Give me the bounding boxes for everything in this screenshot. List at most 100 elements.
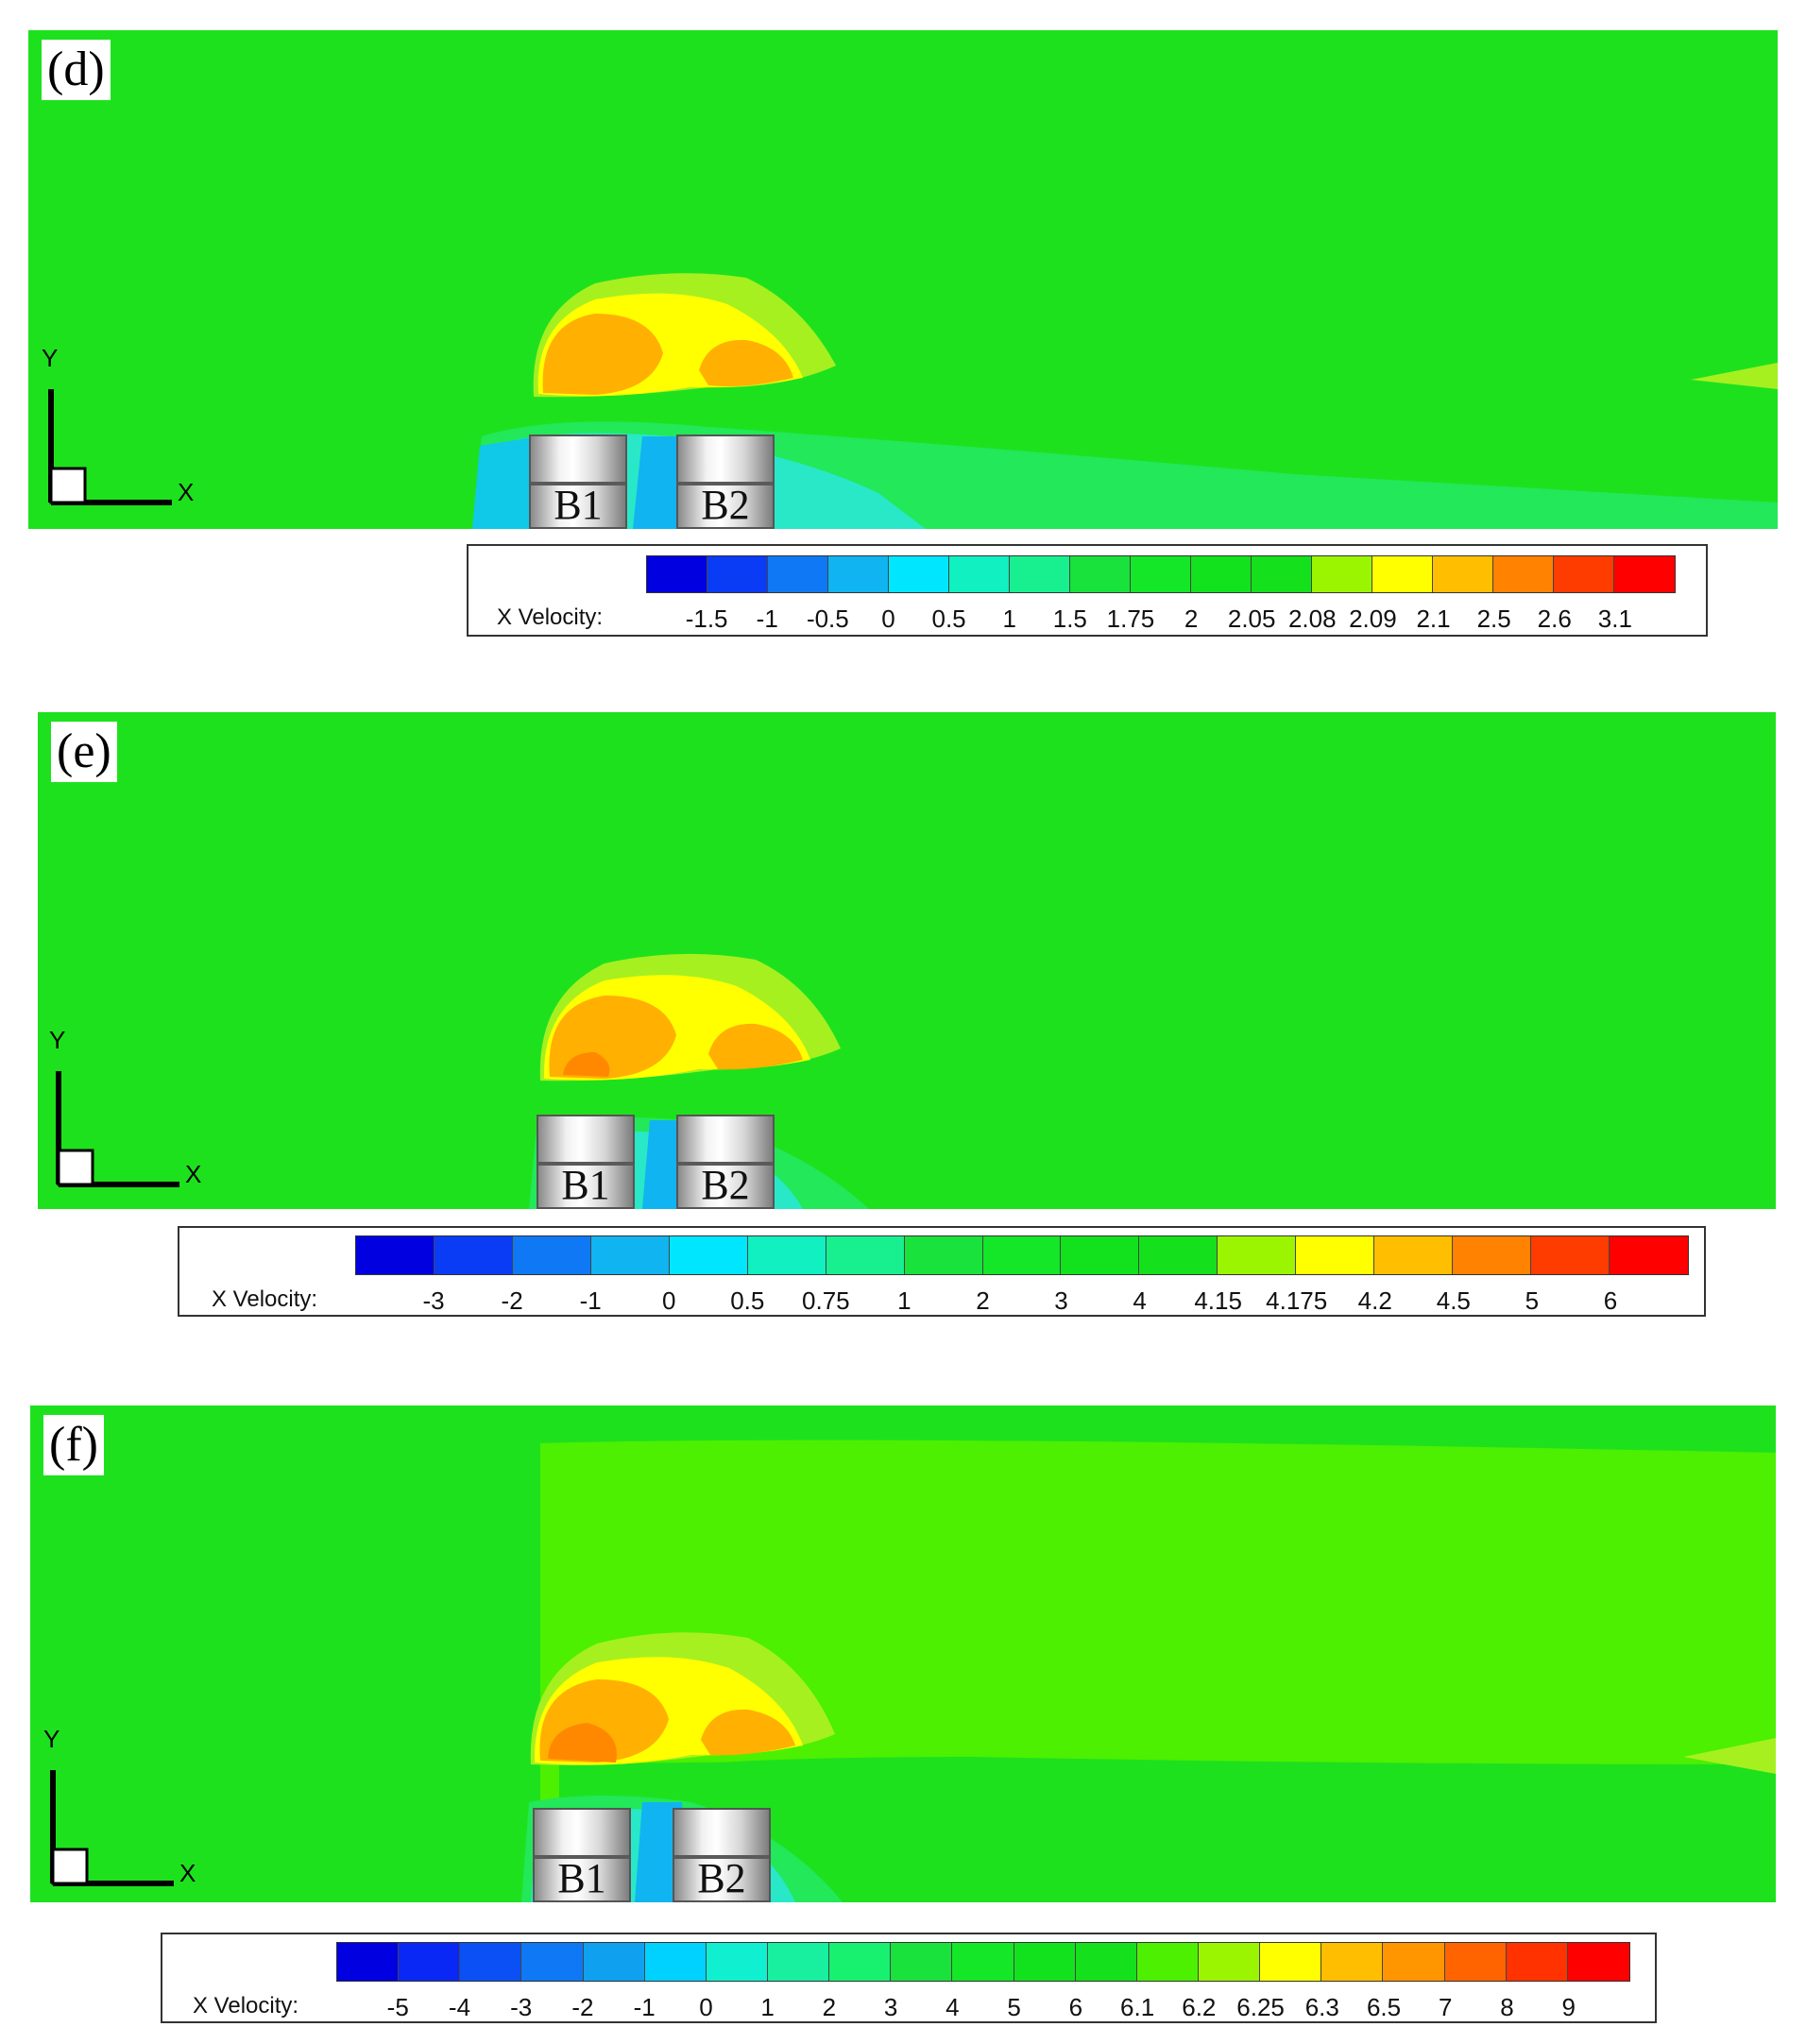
right-streak [1683,1738,1776,1774]
recirculation-core-2 [708,1023,803,1070]
legend-tick-label: 6 [1603,1286,1618,1315]
axis-label-x: X [179,1859,196,1887]
axis-label-x: X [178,478,195,506]
legend-swatch [644,1943,707,1981]
legend-tick-label: 2.5 [1476,605,1511,633]
building-label-b1: B1 [561,1162,610,1208]
lower-freestream [559,1762,1776,1902]
legend-swatch [1131,556,1191,592]
legend-tick-label: 2 [976,1286,990,1315]
legend-tick-label: 2.05 [1227,605,1276,633]
legend-swatch [829,1943,892,1981]
recirculation-core-2 [699,339,793,386]
legend-swatch [669,1236,748,1274]
legend-tick-label: 0 [662,1286,676,1315]
legend-swatch [1296,1236,1375,1274]
legend-tick-label: -2 [501,1286,523,1315]
legend-tick-label: 5 [1525,1286,1540,1315]
contour-panel-e: (e) Y X B1 B2 [38,712,1776,1209]
legend-swatch [707,556,768,592]
legend-tick-label: 6.3 [1304,1993,1339,2021]
legend-tick-label: 4.175 [1266,1286,1328,1315]
legend-swatch [1567,1943,1629,1981]
legend-tick-label: 2 [1184,605,1199,633]
legend-swatch [1014,1943,1076,1981]
legend-tick-label: 0.5 [931,605,966,633]
legend-tick-label: 6.25 [1236,1993,1285,2021]
contour-panel-d: (d) Y X B1 B2 [28,30,1778,529]
legend-tick-label: -1 [579,1286,602,1315]
legend-swatch [356,1236,434,1274]
building-label-b1: B1 [557,1855,606,1901]
legend-title: X Velocity: [497,605,604,630]
legend-title: X Velocity: [193,1993,299,2018]
color-legend-d: X Velocity: -1.5 -1 -0.5 0 0.5 1 1.5 1.75 2 2.05 2… [467,544,1708,637]
legend-tick-label: 1.5 [1052,605,1087,633]
legend-tick-label: 0 [699,1993,713,2021]
building-label-b1: B1 [554,482,603,528]
legend-swatch [706,1943,768,1981]
legend-swatch [747,1236,826,1274]
freestream-region [38,712,1776,1209]
building-label-b2: B2 [701,482,750,528]
legend-tick-label: 1.75 [1106,605,1155,633]
axis-triad [50,1770,174,1886]
axis-label-x: X [185,1160,202,1188]
legend-swatch [1010,556,1070,592]
legend-tick-label: 4.2 [1357,1286,1392,1315]
axis-label-y: Y [43,1725,60,1753]
legend-colorbar [336,1942,1630,1982]
legend-tick-label: -3 [510,1993,533,2021]
legend-swatch [1191,556,1252,592]
legend-swatch [768,556,828,592]
legend-swatch [1383,1943,1445,1981]
legend-swatch [1610,1236,1688,1274]
legend-swatch [1260,1943,1322,1981]
building-b2: B2 [676,434,775,529]
legend-swatch [1321,1943,1384,1981]
legend-tick-label: 6.5 [1366,1993,1402,2021]
legend-swatch [1075,1943,1137,1981]
legend-swatch [337,1943,400,1981]
legend-swatch [1136,1943,1199,1981]
legend-tick-label: -4 [448,1993,471,2021]
legend-tick-label: 0 [881,605,895,633]
velocity-contour-field-e [38,712,1776,1209]
legend-colorbar [646,555,1676,593]
building-b1: B1 [533,1808,631,1902]
legend-tick-label: 5 [1007,1993,1021,2021]
legend-swatch [1372,556,1433,592]
upstream-cyan-region [472,436,538,529]
legend-tick-label: 9 [1561,1993,1576,2021]
legend-tick-label: 3 [1054,1286,1068,1315]
recirculation-core-1 [542,314,663,395]
legend-swatch [949,556,1010,592]
legend-swatch [1453,1236,1532,1274]
legend-swatch [767,1943,830,1981]
legend-tick-label: 4.15 [1194,1286,1242,1315]
velocity-contour-field-d [28,30,1778,529]
legend-swatch [1218,1236,1297,1274]
legend-tick-label: -0.5 [806,605,849,633]
legend-tick-label: 0.75 [802,1286,850,1315]
legend-colorbar [355,1235,1689,1275]
legend-tick-label: 6.1 [1120,1993,1155,2021]
legend-tick-label: -2 [571,1993,594,2021]
legend-tick-label: -3 [422,1286,445,1315]
legend-tick-label: 7 [1439,1993,1453,2021]
legend-tick-label: 2.1 [1416,605,1451,633]
legend-tick-label: 2 [822,1993,837,2021]
legend-swatch [826,1236,905,1274]
legend-swatch [647,556,707,592]
legend-tick-label: 1 [760,1993,775,2021]
legend-tick-label: 2.08 [1287,605,1337,633]
legend-tick-label: 4 [1133,1286,1147,1315]
legend-swatch [399,1943,461,1981]
panel-tag: (e) [51,722,117,782]
legend-tick-label: 6 [1068,1993,1083,2021]
legend-swatch [1374,1236,1454,1274]
legend-swatch [1506,1943,1568,1981]
color-legend-f: X Velocity: -5 -4 -3 -2 -1 0 1 2 3 4 5 6 6.1 6.2 6.25 6… [161,1933,1657,2023]
legend-swatch [952,1943,1014,1981]
building-label-b2: B2 [697,1855,746,1901]
